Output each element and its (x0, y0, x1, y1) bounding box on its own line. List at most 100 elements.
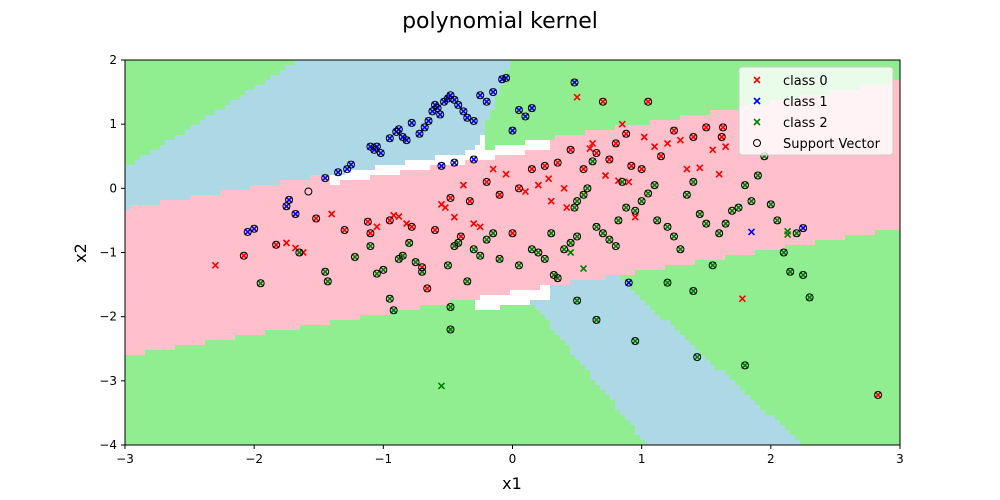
region-cell (205, 95, 210, 100)
region-cell (285, 415, 290, 420)
region-cell (375, 365, 380, 370)
region-cell (185, 400, 190, 405)
region-cell (235, 60, 240, 65)
region-cell (230, 150, 235, 155)
region-cell (395, 205, 400, 210)
region-cell (385, 405, 390, 410)
region-cell (365, 275, 370, 280)
region-cell (370, 255, 375, 260)
region-cell (235, 380, 240, 385)
region-cell (160, 260, 165, 265)
region-cell (220, 440, 225, 445)
region-cell (420, 205, 425, 210)
region-cell (355, 90, 360, 95)
region-cell (270, 415, 275, 420)
region-cell (385, 210, 390, 215)
region-cell (200, 415, 205, 420)
region-cell (230, 380, 235, 385)
region-cell (320, 75, 325, 80)
region-cell (160, 205, 165, 210)
region-cell (415, 270, 420, 275)
region-cell (140, 205, 145, 210)
region-cell (125, 140, 130, 145)
region-cell (345, 350, 350, 355)
region-cell (260, 130, 265, 135)
region-cell (250, 285, 255, 290)
region-cell (160, 395, 165, 400)
region-cell (160, 285, 165, 290)
region-cell (135, 220, 140, 225)
region-cell (410, 130, 415, 135)
region-cell (370, 295, 375, 300)
region-cell (415, 225, 420, 230)
region-cell (420, 85, 425, 90)
region-cell (220, 415, 225, 420)
region-cell (305, 230, 310, 235)
region-cell (355, 305, 360, 310)
region-cell (410, 95, 415, 100)
region-cell (400, 315, 405, 320)
region-cell (210, 300, 215, 305)
region-cell (285, 170, 290, 175)
region-cell (190, 285, 195, 290)
region-cell (390, 255, 395, 260)
region-cell (210, 200, 215, 205)
region-cell (215, 290, 220, 295)
region-cell (195, 65, 200, 70)
region-cell (370, 225, 375, 230)
region-cell (330, 330, 335, 335)
region-cell (420, 315, 425, 320)
region-cell (180, 300, 185, 305)
region-cell (425, 295, 430, 300)
region-cell (145, 435, 150, 440)
region-cell (365, 70, 370, 75)
region-cell (405, 150, 410, 155)
region-cell (355, 430, 360, 435)
region-cell (250, 305, 255, 310)
region-cell (345, 100, 350, 105)
region-cell (310, 255, 315, 260)
region-cell (250, 280, 255, 285)
region-cell (190, 305, 195, 310)
region-cell (350, 65, 355, 70)
region-cell (160, 95, 165, 100)
region-cell (260, 305, 265, 310)
region-cell (410, 310, 415, 315)
region-cell (375, 235, 380, 240)
region-cell (240, 340, 245, 345)
region-cell (265, 290, 270, 295)
region-cell (145, 180, 150, 185)
region-cell (260, 170, 265, 175)
region-cell (220, 125, 225, 130)
region-cell (395, 110, 400, 115)
region-cell (275, 325, 280, 330)
region-cell (370, 340, 375, 345)
region-cell (405, 375, 410, 380)
region-cell (200, 385, 205, 390)
region-cell (435, 70, 440, 75)
region-cell (340, 255, 345, 260)
region-cell (420, 155, 425, 160)
region-cell (135, 95, 140, 100)
region-cell (140, 115, 145, 120)
region-cell (405, 355, 410, 360)
region-cell (360, 315, 365, 320)
region-cell (275, 415, 280, 420)
region-cell (145, 335, 150, 340)
region-cell (290, 255, 295, 260)
region-cell (445, 85, 450, 90)
region-cell (145, 165, 150, 170)
region-cell (235, 215, 240, 220)
region-cell (360, 230, 365, 235)
region-cell (190, 165, 195, 170)
region-cell (175, 335, 180, 340)
region-cell (265, 215, 270, 220)
region-cell (265, 120, 270, 125)
region-cell (240, 125, 245, 130)
region-cell (140, 135, 145, 140)
region-cell (440, 325, 445, 330)
region-cell (370, 120, 375, 125)
region-cell (235, 305, 240, 310)
region-cell (285, 190, 290, 195)
region-cell (385, 270, 390, 275)
